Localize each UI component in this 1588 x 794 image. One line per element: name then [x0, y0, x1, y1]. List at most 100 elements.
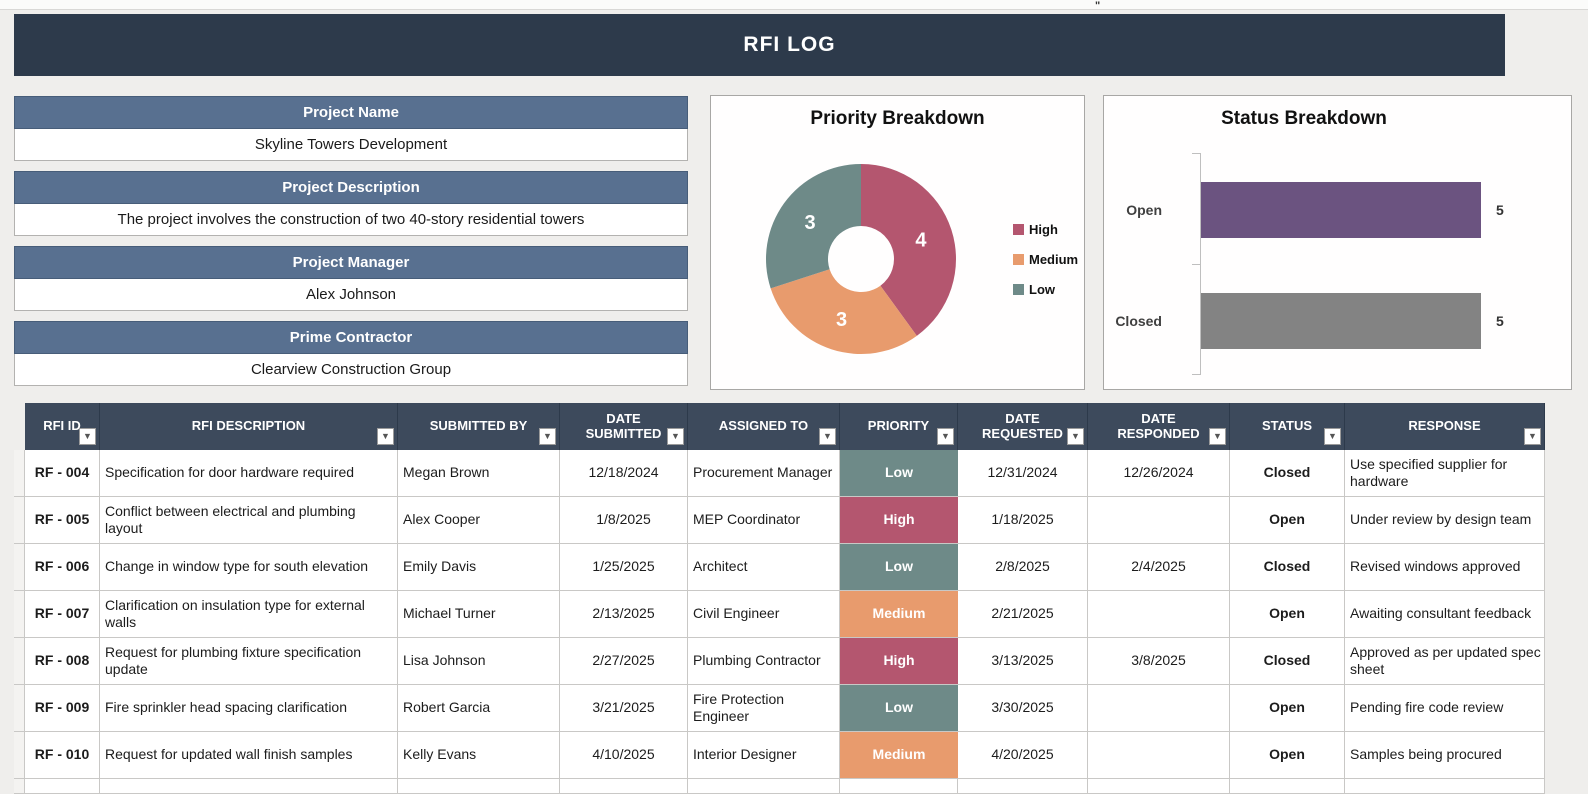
cell-submitted_by[interactable]: Kelly Evans: [398, 732, 560, 779]
cell-assigned_to[interactable]: Architect: [688, 544, 840, 591]
cell-priority[interactable]: Low: [840, 685, 958, 732]
cell-description[interactable]: Request for updated wall finish samples: [100, 732, 398, 779]
cell-description[interactable]: Fire sprinkler head spacing clarificatio…: [100, 685, 398, 732]
cell-status[interactable]: Closed: [1230, 450, 1345, 497]
cell-rfi_id[interactable]: RF - 009: [25, 685, 100, 732]
cell-date_requested[interactable]: 3/13/2025: [958, 638, 1088, 685]
cell-response[interactable]: Pending fire code review: [1345, 685, 1545, 732]
cell-status[interactable]: Open: [1230, 685, 1345, 732]
donut-data-label: 4: [915, 230, 927, 252]
cell-response[interactable]: [1345, 779, 1545, 794]
cell-date_responded[interactable]: [1088, 779, 1230, 794]
cell-response[interactable]: Revised windows approved: [1345, 544, 1545, 591]
filter-dropdown-button-status[interactable]: ▼: [1324, 428, 1341, 445]
cell-date_submitted[interactable]: 2/13/2025: [560, 591, 688, 638]
cell-date_submitted[interactable]: 1/25/2025: [560, 544, 688, 591]
cell-priority[interactable]: [840, 779, 958, 794]
cell-rfi_id[interactable]: RF - 004: [25, 450, 100, 497]
prime-contractor-value[interactable]: Clearview Construction Group: [14, 354, 688, 386]
cell-submitted_by[interactable]: Michael Turner: [398, 591, 560, 638]
cell-response[interactable]: Under review by design team: [1345, 497, 1545, 544]
cell-description[interactable]: Conflict between electrical and plumbing…: [100, 497, 398, 544]
cell-priority[interactable]: Medium: [840, 732, 958, 779]
column-header-label: PRIORITY: [867, 418, 930, 434]
cell-status[interactable]: Open: [1230, 732, 1345, 779]
cell-date_responded[interactable]: 3/8/2025: [1088, 638, 1230, 685]
filter-dropdown-button-date_submitted[interactable]: ▼: [667, 428, 684, 445]
row-margin-cell: [14, 450, 25, 497]
filter-dropdown-button-assigned_to[interactable]: ▼: [819, 428, 836, 445]
cell-assigned_to[interactable]: Plumbing Contractor: [688, 638, 840, 685]
filter-dropdown-button-response[interactable]: ▼: [1524, 428, 1541, 445]
cell-submitted_by[interactable]: Alex Cooper: [398, 497, 560, 544]
cell-date_requested[interactable]: 2/21/2025: [958, 591, 1088, 638]
cell-submitted_by[interactable]: Megan Brown: [398, 450, 560, 497]
cell-rfi_id[interactable]: RF - 006: [25, 544, 100, 591]
cell-date_submitted[interactable]: 2/27/2025: [560, 638, 688, 685]
cell-status[interactable]: Open: [1230, 497, 1345, 544]
cell-description[interactable]: Specification for door hardware required: [100, 450, 398, 497]
cell-date_submitted[interactable]: 4/10/2025: [560, 732, 688, 779]
cell-description[interactable]: [100, 779, 398, 794]
project-manager-value[interactable]: Alex Johnson: [14, 279, 688, 311]
cell-description[interactable]: Change in window type for south elevatio…: [100, 544, 398, 591]
cell-date_responded[interactable]: [1088, 591, 1230, 638]
cell-description[interactable]: Request for plumbing fixture specificati…: [100, 638, 398, 685]
cell-response[interactable]: Use specified supplier for hardware: [1345, 450, 1545, 497]
cell-priority[interactable]: High: [840, 497, 958, 544]
cell-submitted_by[interactable]: Robert Garcia: [398, 685, 560, 732]
cell-date_submitted[interactable]: 3/21/2025: [560, 685, 688, 732]
cell-priority[interactable]: High: [840, 638, 958, 685]
cell-priority[interactable]: Low: [840, 544, 958, 591]
cell-date_submitted[interactable]: 12/18/2024: [560, 450, 688, 497]
filter-dropdown-button-rfi_id[interactable]: ▼: [79, 428, 96, 445]
cell-date_requested[interactable]: 4/20/2025: [958, 732, 1088, 779]
info-group-project-description: Project Description The project involves…: [14, 171, 688, 236]
cell-date_submitted[interactable]: [560, 779, 688, 794]
cell-rfi_id[interactable]: RF - 010: [25, 732, 100, 779]
cell-rfi_id[interactable]: RF - 005: [25, 497, 100, 544]
cell-response[interactable]: Awaiting consultant feedback: [1345, 591, 1545, 638]
cell-date_submitted[interactable]: 1/8/2025: [560, 497, 688, 544]
cell-assigned_to[interactable]: Fire Protection Engineer: [688, 685, 840, 732]
filter-dropdown-button-submitted_by[interactable]: ▼: [539, 428, 556, 445]
cell-assigned_to[interactable]: MEP Coordinator: [688, 497, 840, 544]
filter-dropdown-button-date_responded[interactable]: ▼: [1209, 428, 1226, 445]
cell-assigned_to[interactable]: Procurement Manager: [688, 450, 840, 497]
cell-date_requested[interactable]: 3/30/2025: [958, 685, 1088, 732]
cell-status[interactable]: Closed: [1230, 638, 1345, 685]
cell-assigned_to[interactable]: Interior Designer: [688, 732, 840, 779]
cell-priority[interactable]: Low: [840, 450, 958, 497]
cell-date_requested[interactable]: [958, 779, 1088, 794]
cell-date_responded[interactable]: [1088, 685, 1230, 732]
cell-response[interactable]: Samples being procured: [1345, 732, 1545, 779]
cell-assigned_to[interactable]: [688, 779, 840, 794]
cell-submitted_by[interactable]: Emily Davis: [398, 544, 560, 591]
cell-date_requested[interactable]: 12/31/2024: [958, 450, 1088, 497]
cell-rfi_id[interactable]: [25, 779, 100, 794]
cell-description[interactable]: Clarification on insulation type for ext…: [100, 591, 398, 638]
cell-date_responded[interactable]: 12/26/2024: [1088, 450, 1230, 497]
project-description-value[interactable]: The project involves the construction of…: [14, 204, 688, 236]
filter-dropdown-button-description[interactable]: ▼: [377, 428, 394, 445]
cell-date_responded[interactable]: [1088, 732, 1230, 779]
cell-date_responded[interactable]: 2/4/2025: [1088, 544, 1230, 591]
cell-date_requested[interactable]: 1/18/2025: [958, 497, 1088, 544]
cell-priority[interactable]: Medium: [840, 591, 958, 638]
cell-status[interactable]: Open: [1230, 591, 1345, 638]
filter-dropdown-button-priority[interactable]: ▼: [937, 428, 954, 445]
cell-date_requested[interactable]: 2/8/2025: [958, 544, 1088, 591]
cell-date_responded[interactable]: [1088, 497, 1230, 544]
cell-status[interactable]: Closed: [1230, 544, 1345, 591]
cell-response[interactable]: Approved as per updated spec sheet: [1345, 638, 1545, 685]
filter-dropdown-button-date_requested[interactable]: ▼: [1067, 428, 1084, 445]
column-header-status: STATUS ▼: [1230, 403, 1345, 450]
cell-status[interactable]: [1230, 779, 1345, 794]
cell-submitted_by[interactable]: [398, 779, 560, 794]
project-name-value[interactable]: Skyline Towers Development: [14, 129, 688, 161]
cell-assigned_to[interactable]: Civil Engineer: [688, 591, 840, 638]
cell-submitted_by[interactable]: Lisa Johnson: [398, 638, 560, 685]
cell-rfi_id[interactable]: RF - 007: [25, 591, 100, 638]
cell-rfi_id[interactable]: RF - 008: [25, 638, 100, 685]
column-header-label: DATE REQUESTED: [982, 410, 1063, 441]
